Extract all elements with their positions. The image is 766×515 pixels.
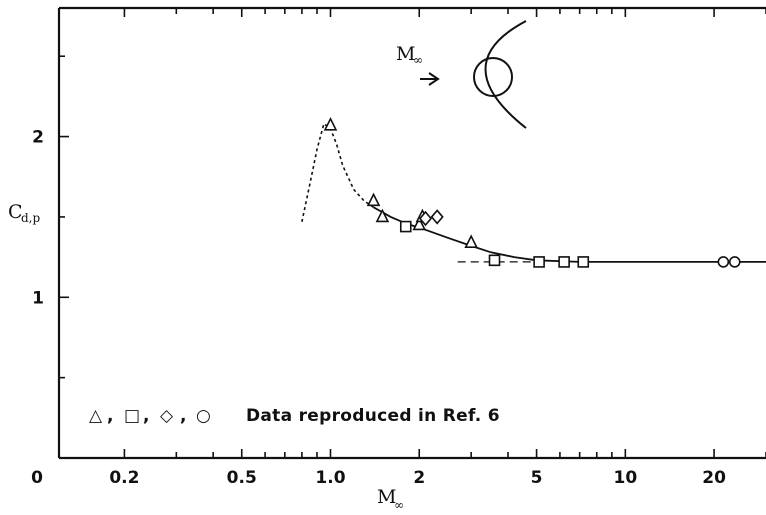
triangle-marker: [464, 234, 478, 248]
y-axis-label-subscript: d,p: [21, 211, 40, 225]
square-marker: [558, 256, 570, 268]
x-tick-label: 1.0: [315, 468, 345, 488]
legend-separator: ,: [143, 406, 150, 426]
legend-separator: ,: [180, 406, 187, 426]
triangle-marker: [323, 117, 338, 131]
legend-symbol-triangle: △: [89, 406, 103, 426]
axis-ticks: 0.2 0.5 1.0 2 5 10 20 1 2: [32, 8, 766, 488]
x-tick-label: 0.5: [227, 468, 257, 488]
x-tick-label: 5: [531, 468, 543, 488]
y-tick-label: 2: [32, 128, 44, 148]
triangle-marker: [366, 192, 381, 207]
data-markers: [323, 117, 741, 268]
x-origin-label: 0: [31, 468, 43, 488]
circle-marker: [728, 256, 741, 268]
inset-mach-label: M: [396, 43, 415, 65]
square-marker: [399, 220, 412, 233]
square-marker: [533, 256, 545, 268]
triangle-marker: [412, 216, 427, 231]
square-marker: [577, 256, 590, 268]
y-axis-label: C: [8, 201, 23, 223]
x-axis-label: M: [377, 486, 396, 508]
flow-arrow-head-icon: [428, 72, 440, 86]
x-tick-label: 10: [613, 468, 637, 488]
legend-symbol-square: □: [124, 406, 140, 426]
square-marker: [488, 254, 501, 267]
legend-symbol-diamond: ◇: [160, 406, 174, 426]
legend: △ , □ , ◇ , ○ Data reproduced in Ref. 6: [89, 406, 500, 426]
triangle-marker: [375, 208, 390, 223]
diamond-marker: [418, 210, 433, 227]
x-tick-label: 20: [702, 468, 726, 488]
inset-mach-subscript: ∞: [413, 53, 423, 67]
sphere-body: [473, 57, 513, 97]
circle-marker: [717, 256, 730, 268]
inset-diagram: M ∞: [396, 20, 527, 129]
plot-frame: [57, 6, 766, 460]
x-tick-label: 2: [413, 468, 425, 488]
y-axis-title: C d,p: [8, 201, 40, 225]
x-tick-label: 0.2: [109, 468, 139, 488]
bow-shock-curve: [484, 20, 527, 129]
curves-layer: [301, 122, 766, 263]
x-axis-label-subscript: ∞: [394, 498, 404, 512]
legend-separator: ,: [107, 406, 114, 426]
transonic-dashed-curve: [301, 122, 375, 222]
diamond-marker: [430, 209, 444, 225]
y-tick-label: 1: [32, 288, 44, 308]
x-axis-title: M ∞: [377, 486, 404, 512]
legend-text: Data reproduced in Ref. 6: [246, 406, 500, 426]
legend-symbol-circle: ○: [196, 406, 211, 426]
